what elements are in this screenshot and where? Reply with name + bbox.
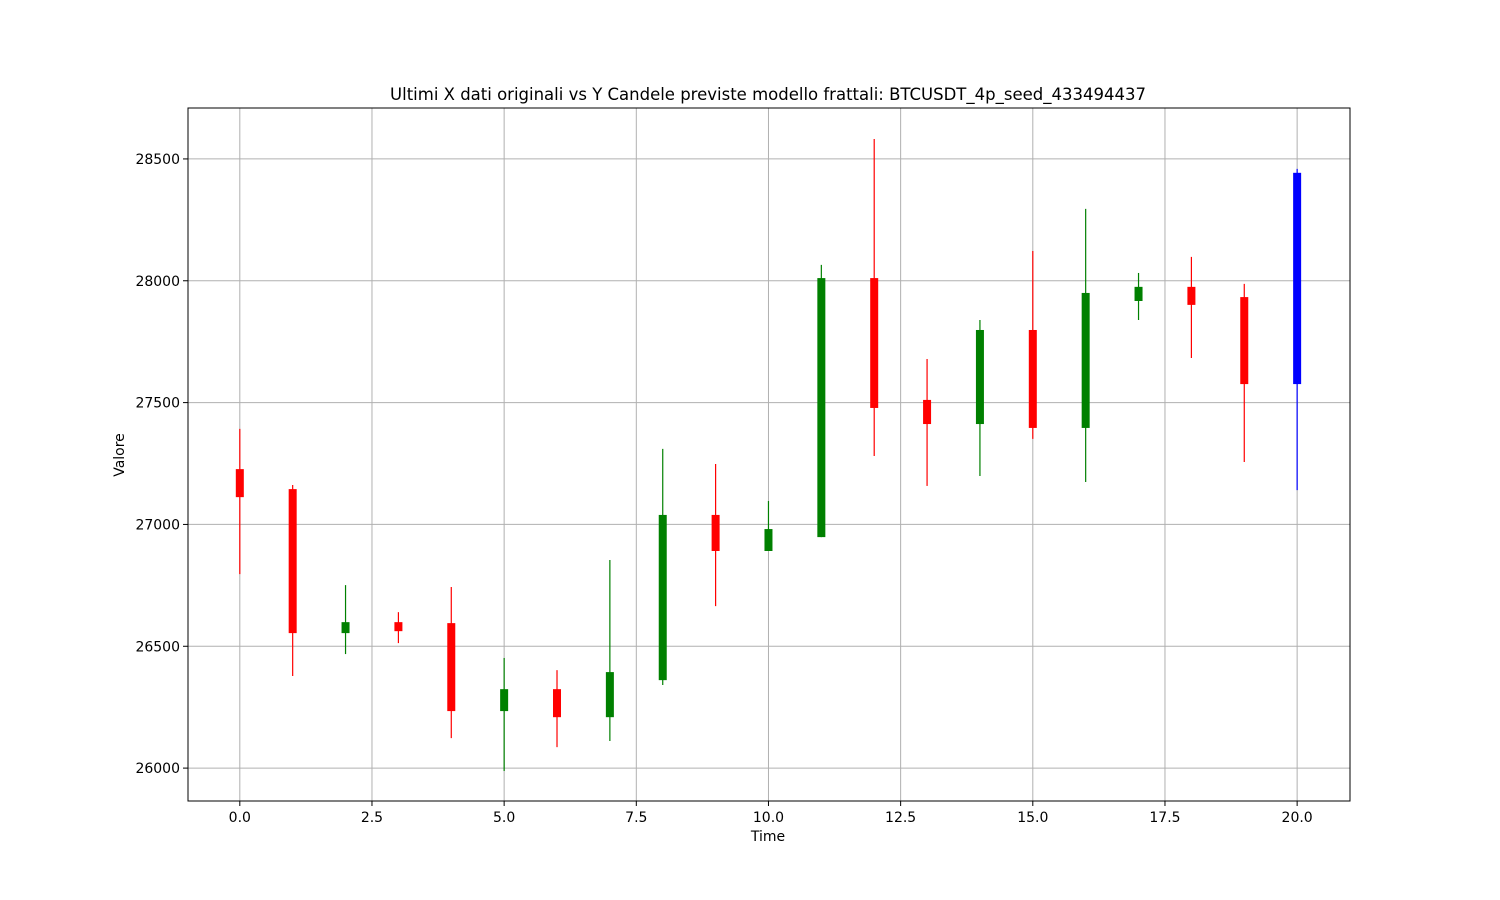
candle-body xyxy=(975,329,984,425)
candle-body xyxy=(288,489,297,634)
plot-frame xyxy=(187,107,1351,802)
y-tick-label: 28500 xyxy=(135,152,180,168)
y-axis-label: Valore xyxy=(112,433,128,477)
candle-body xyxy=(500,689,509,712)
x-tick-label: 5.0 xyxy=(493,810,515,826)
candle-body xyxy=(447,623,456,712)
candle-body xyxy=(870,278,879,408)
candle-body xyxy=(711,514,720,551)
candle-body xyxy=(1187,286,1196,305)
y-tick-label: 26000 xyxy=(135,761,180,777)
x-tick-label: 17.5 xyxy=(1149,810,1180,826)
y-tick-label: 27000 xyxy=(135,517,180,533)
candle-body xyxy=(658,514,667,681)
x-tick-label: 2.5 xyxy=(361,810,383,826)
candle-body xyxy=(553,689,562,718)
x-tick-label: 0.0 xyxy=(229,810,251,826)
x-tick-label: 7.5 xyxy=(625,810,647,826)
chart-title: Ultimi X dati originali vs Y Candele pre… xyxy=(390,85,1146,105)
candle-body xyxy=(923,399,932,425)
x-tick-label: 20.0 xyxy=(1282,810,1313,826)
y-tick-label: 28000 xyxy=(135,274,180,290)
candle-body xyxy=(1028,329,1037,428)
y-tick-label: 26500 xyxy=(135,639,180,655)
candle-body xyxy=(1293,172,1302,385)
x-tick-label: 15.0 xyxy=(1017,810,1048,826)
x-axis-label: Time xyxy=(750,829,785,845)
x-tick-label: 10.0 xyxy=(753,810,784,826)
candle-body xyxy=(1240,297,1249,385)
candle-body xyxy=(1134,286,1143,301)
candle-body xyxy=(764,529,773,551)
candle-body xyxy=(394,622,403,632)
candle-body xyxy=(1081,292,1090,428)
candle-body xyxy=(235,469,244,498)
y-tick-label: 27500 xyxy=(135,396,180,412)
candle-body xyxy=(341,622,350,634)
x-tick-label: 12.5 xyxy=(885,810,916,826)
candle-body xyxy=(605,672,614,718)
candle-body xyxy=(817,278,826,538)
